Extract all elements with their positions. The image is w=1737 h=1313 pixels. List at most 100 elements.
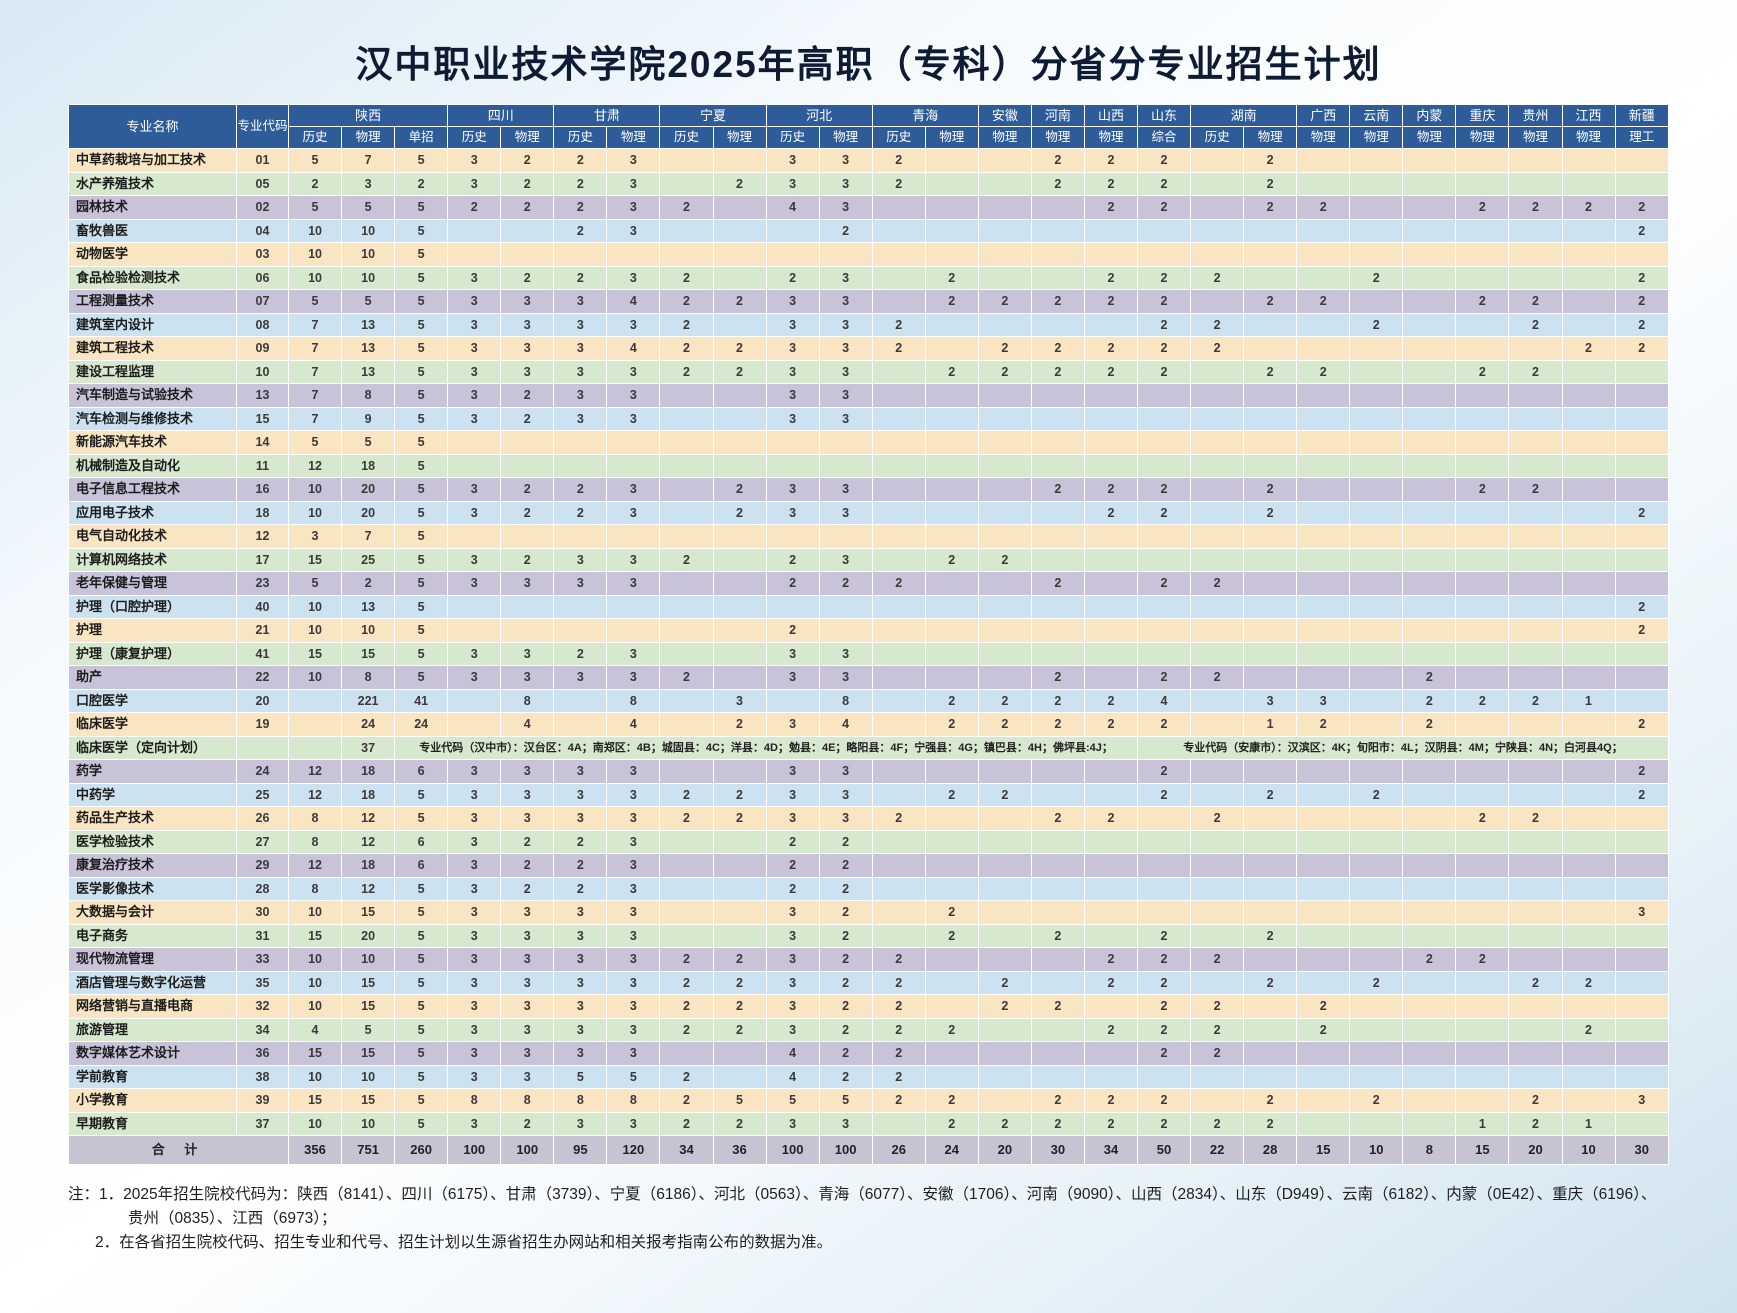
plan-value-cell: 2 [553, 148, 608, 173]
col-header-subject: 物理 [500, 126, 555, 149]
plan-value-cell [1296, 1111, 1351, 1136]
plan-value-cell: 2 [659, 970, 714, 995]
plan-value-cell [1508, 430, 1563, 455]
plan-value-cell: 2 [1083, 1017, 1139, 1042]
plan-value-cell [924, 524, 979, 549]
plan-value-cell [1296, 547, 1351, 572]
plan-value-cell: 10 [287, 900, 343, 925]
plan-value-cell: 13 [341, 312, 396, 337]
plan-value-cell [1030, 430, 1085, 455]
plan-value-cell: 5 [606, 1064, 661, 1089]
plan-value-cell [1190, 547, 1245, 572]
table-row: 大数据与会计 30 10 15 5 3 3 3 3 3 2 2 3 [68, 900, 1670, 925]
plan-value-cell: 5 [394, 876, 449, 901]
plan-value-cell [1455, 336, 1510, 361]
plan-value-cell: 3 [606, 1111, 661, 1136]
plan-value-cell: 4 [765, 1064, 820, 1089]
plan-value-cell: 2 [712, 806, 767, 831]
plan-value-cell: 3 [765, 994, 820, 1019]
plan-value-cell [712, 524, 767, 549]
plan-value-cell [1614, 430, 1670, 455]
plan-value-cell [606, 453, 661, 478]
plan-value-cell: 3 [447, 665, 502, 690]
plan-value-cell: 2 [1508, 1088, 1563, 1113]
total-value-cell: 30 [1614, 1135, 1670, 1165]
plan-value-cell: 2 [1349, 1088, 1404, 1113]
plan-value-cell: 3 [447, 477, 502, 502]
plan-value-cell: 15 [287, 641, 343, 666]
plan-value-cell [1614, 665, 1670, 690]
plan-value-cell: 2 [924, 782, 979, 807]
plan-value-cell [1083, 994, 1139, 1019]
plan-value-cell: 3 [500, 1041, 555, 1066]
plan-value-cell: 2 [765, 571, 820, 596]
total-value-cell: 751 [341, 1135, 396, 1165]
plan-value-cell [765, 430, 820, 455]
plan-value-cell [1243, 383, 1298, 408]
plan-value-cell: 2 [1190, 312, 1245, 337]
plan-value-cell: 5 [394, 359, 449, 384]
plan-value-cell [447, 453, 502, 478]
plan-value-cell: 10 [287, 500, 343, 525]
major-name-cell: 建筑室内设计 [68, 312, 237, 337]
plan-value-cell: 3 [606, 876, 661, 901]
plan-value-cell: 2 [1190, 571, 1245, 596]
plan-value-cell: 12 [287, 782, 343, 807]
plan-value-cell: 2 [1402, 712, 1457, 737]
plan-value-cell: 2 [1083, 1088, 1139, 1113]
plan-value-cell [1561, 641, 1616, 666]
plan-value-cell [712, 148, 767, 173]
plan-value-cell [553, 524, 608, 549]
plan-value-cell: 2 [1083, 970, 1139, 995]
plan-value-cell [1561, 524, 1616, 549]
major-name-cell: 建筑工程技术 [68, 336, 237, 361]
plan-value-cell [1508, 900, 1563, 925]
plan-value-cell [1508, 218, 1563, 243]
plan-value-cell [1455, 265, 1510, 290]
table-row: 护理（康复护理） 41 15 15 5 3 3 2 3 3 3 [68, 641, 1670, 666]
plan-value-cell: 5 [394, 500, 449, 525]
plan-value-cell: 2 [1243, 1111, 1298, 1136]
plan-value-cell [1508, 1064, 1563, 1089]
major-code-cell: 31 [236, 923, 289, 948]
plan-value-cell [977, 171, 1032, 196]
plan-value-cell [1349, 148, 1404, 173]
plan-value-cell: 5 [394, 994, 449, 1019]
plan-value-cell: 2 [659, 1088, 714, 1113]
plan-value-cell [1136, 453, 1192, 478]
plan-value-cell: 3 [606, 900, 661, 925]
col-header-province: 重庆 [1455, 104, 1510, 127]
plan-value-cell: 8 [287, 806, 343, 831]
plan-value-cell: 2 [871, 1064, 926, 1089]
table-row: 早期教育 37 10 10 5 3 2 3 3 2 2 3 3 2 2 2 2 2 2 2 1 2 1 [68, 1111, 1670, 1136]
plan-value-cell: 3 [447, 336, 502, 361]
plan-value-cell [659, 712, 714, 737]
plan-value-cell: 3 [553, 289, 608, 314]
col-header-subject: 历史 [765, 126, 820, 149]
major-name-cell: 畜牧兽医 [68, 218, 237, 243]
plan-value-cell: 2 [1083, 336, 1139, 361]
col-header-subject: 物理 [1243, 126, 1298, 149]
footnote-line: 贵州（0835）、江西（6973）； [128, 1210, 337, 1228]
plan-value-cell [1296, 806, 1351, 831]
major-code-cell: 33 [236, 947, 289, 972]
plan-value-cell [924, 759, 979, 784]
plan-value-cell: 3 [553, 359, 608, 384]
plan-value-cell: 2 [1508, 970, 1563, 995]
plan-value-cell: 2 [924, 1088, 979, 1113]
plan-value-cell: 3 [447, 171, 502, 196]
plan-value-cell [1455, 1017, 1510, 1042]
plan-value-cell [1083, 312, 1139, 337]
plan-value-cell [1455, 970, 1510, 995]
plan-value-cell: 2 [1402, 665, 1457, 690]
plan-value-cell [1508, 782, 1563, 807]
plan-value-cell: 2 [1030, 359, 1085, 384]
plan-value-cell [553, 712, 608, 737]
plan-value-cell: 2 [1508, 289, 1563, 314]
plan-value-cell: 2 [1614, 594, 1670, 619]
plan-value-cell [712, 195, 767, 220]
plan-value-cell [924, 618, 979, 643]
plan-value-cell [1614, 1041, 1670, 1066]
plan-value-cell: 3 [818, 148, 873, 173]
plan-value-cell [553, 618, 608, 643]
